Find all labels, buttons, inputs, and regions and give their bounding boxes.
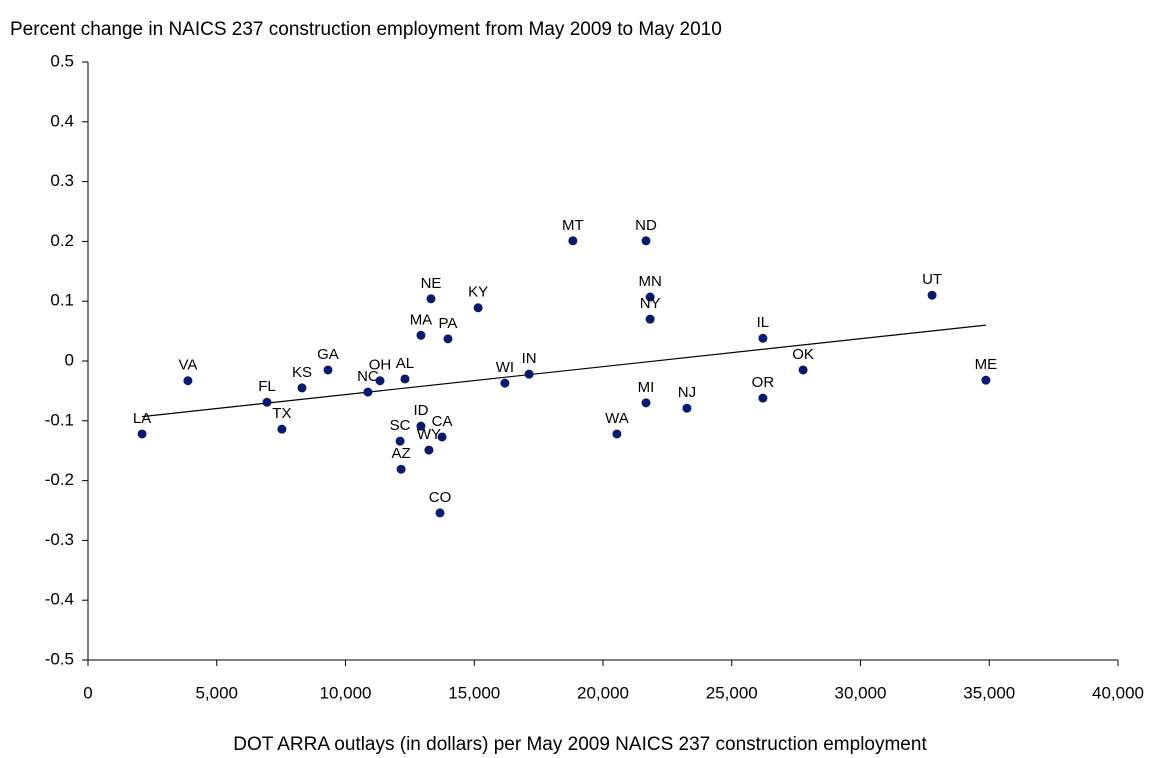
y-tick-label: -0.4 — [45, 590, 74, 609]
point — [183, 376, 193, 386]
point — [612, 429, 622, 439]
point-label: ID — [413, 402, 428, 419]
point — [758, 393, 768, 403]
point-label: PA — [439, 315, 458, 332]
x-tick-label: 15,000 — [448, 683, 500, 702]
point-label: MN — [638, 273, 661, 290]
point-label: ND — [635, 217, 657, 234]
point-label: AL — [396, 355, 414, 372]
point — [500, 378, 510, 388]
point-label: CO — [429, 489, 452, 506]
point-label: NY — [640, 295, 661, 312]
point — [473, 303, 483, 313]
point — [435, 508, 445, 518]
point-label: VA — [178, 357, 197, 374]
x-tick-label: 0 — [83, 683, 92, 702]
point-label: ME — [975, 356, 998, 373]
point — [416, 421, 426, 431]
point — [524, 369, 534, 379]
point-label: MT — [562, 217, 584, 234]
point — [277, 424, 287, 434]
x-tick-label: 35,000 — [963, 683, 1015, 702]
point — [641, 398, 651, 408]
point — [323, 365, 333, 375]
y-tick-label: 0 — [65, 350, 74, 369]
point — [396, 464, 406, 474]
point-label: UT — [922, 271, 942, 288]
point-label: NE — [421, 275, 442, 292]
point-label: MA — [410, 311, 433, 328]
point — [375, 376, 385, 386]
point — [981, 375, 991, 385]
trend-line — [142, 324, 986, 418]
y-tick-label: 0.2 — [50, 231, 74, 250]
point-label: WA — [605, 410, 629, 427]
y-tick-label: 0.5 — [50, 51, 74, 70]
y-tick-label: -0.3 — [45, 530, 74, 549]
y-tick-label: 0.1 — [50, 291, 74, 310]
point-label: AZ — [392, 445, 411, 462]
point-label: LA — [133, 410, 151, 427]
point-label: OK — [792, 346, 814, 363]
point — [443, 334, 453, 344]
point — [363, 387, 373, 397]
point — [297, 383, 307, 393]
y-tick-label: -0.5 — [45, 649, 74, 668]
point-label: KS — [292, 364, 312, 381]
x-tick-label: 5,000 — [195, 683, 238, 702]
point-label: TX — [272, 405, 291, 422]
point — [395, 436, 405, 446]
point-label: OR — [752, 374, 775, 391]
point-label: KY — [468, 284, 488, 301]
x-axis-label: DOT ARRA outlays (in dollars) per May 20… — [233, 734, 927, 755]
point-label: CA — [432, 413, 453, 430]
point-label: NJ — [678, 384, 696, 401]
point-label: IL — [757, 314, 770, 331]
point-label: GA — [317, 346, 339, 363]
point-label: OH — [369, 357, 392, 374]
x-tick-label: 10,000 — [320, 683, 372, 702]
point-label: WY — [417, 426, 441, 443]
point — [568, 236, 578, 246]
chart-title: Percent change in NAICS 237 construction… — [10, 19, 722, 40]
point — [645, 314, 655, 324]
point — [262, 397, 272, 407]
x-tick-label: 30,000 — [835, 683, 887, 702]
point — [426, 294, 436, 304]
point-label: MI — [638, 379, 655, 396]
point-label: IN — [522, 350, 537, 367]
point — [645, 292, 655, 302]
point-label: WI — [496, 359, 514, 376]
point — [137, 429, 147, 439]
y-tick-label: -0.1 — [45, 410, 74, 429]
point — [437, 432, 447, 442]
point-label: FL — [258, 378, 276, 395]
point-label: NC — [357, 368, 379, 385]
point — [758, 333, 768, 343]
point-label: SC — [390, 417, 411, 434]
point — [416, 330, 426, 340]
point — [641, 236, 651, 246]
y-tick-label: -0.2 — [45, 470, 74, 489]
x-tick-label: 40,000 — [1092, 683, 1144, 702]
y-tick-label: 0.4 — [50, 111, 74, 130]
point — [798, 365, 808, 375]
y-tick-label: 0.3 — [50, 171, 74, 190]
x-tick-label: 25,000 — [706, 683, 758, 702]
x-tick-label: 20,000 — [577, 683, 629, 702]
point — [682, 403, 692, 413]
point — [927, 290, 937, 300]
point — [400, 374, 410, 384]
point — [424, 445, 434, 455]
